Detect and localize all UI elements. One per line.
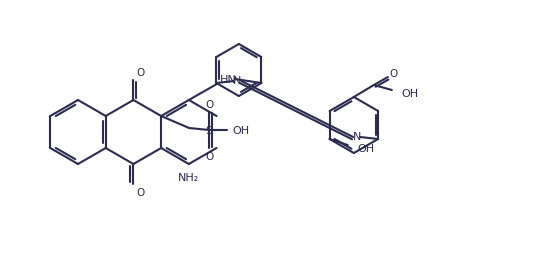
Text: HN: HN xyxy=(219,75,236,85)
Text: NH₂: NH₂ xyxy=(178,172,199,182)
Text: O: O xyxy=(136,68,145,78)
Text: O: O xyxy=(205,151,213,161)
Text: OH: OH xyxy=(232,125,249,135)
Text: N: N xyxy=(353,132,361,141)
Text: N: N xyxy=(233,76,241,86)
Text: OH: OH xyxy=(357,144,375,153)
Text: S: S xyxy=(206,125,213,135)
Text: O: O xyxy=(390,69,398,79)
Text: O: O xyxy=(205,100,213,109)
Text: O: O xyxy=(136,187,145,197)
Text: OH: OH xyxy=(402,89,419,99)
